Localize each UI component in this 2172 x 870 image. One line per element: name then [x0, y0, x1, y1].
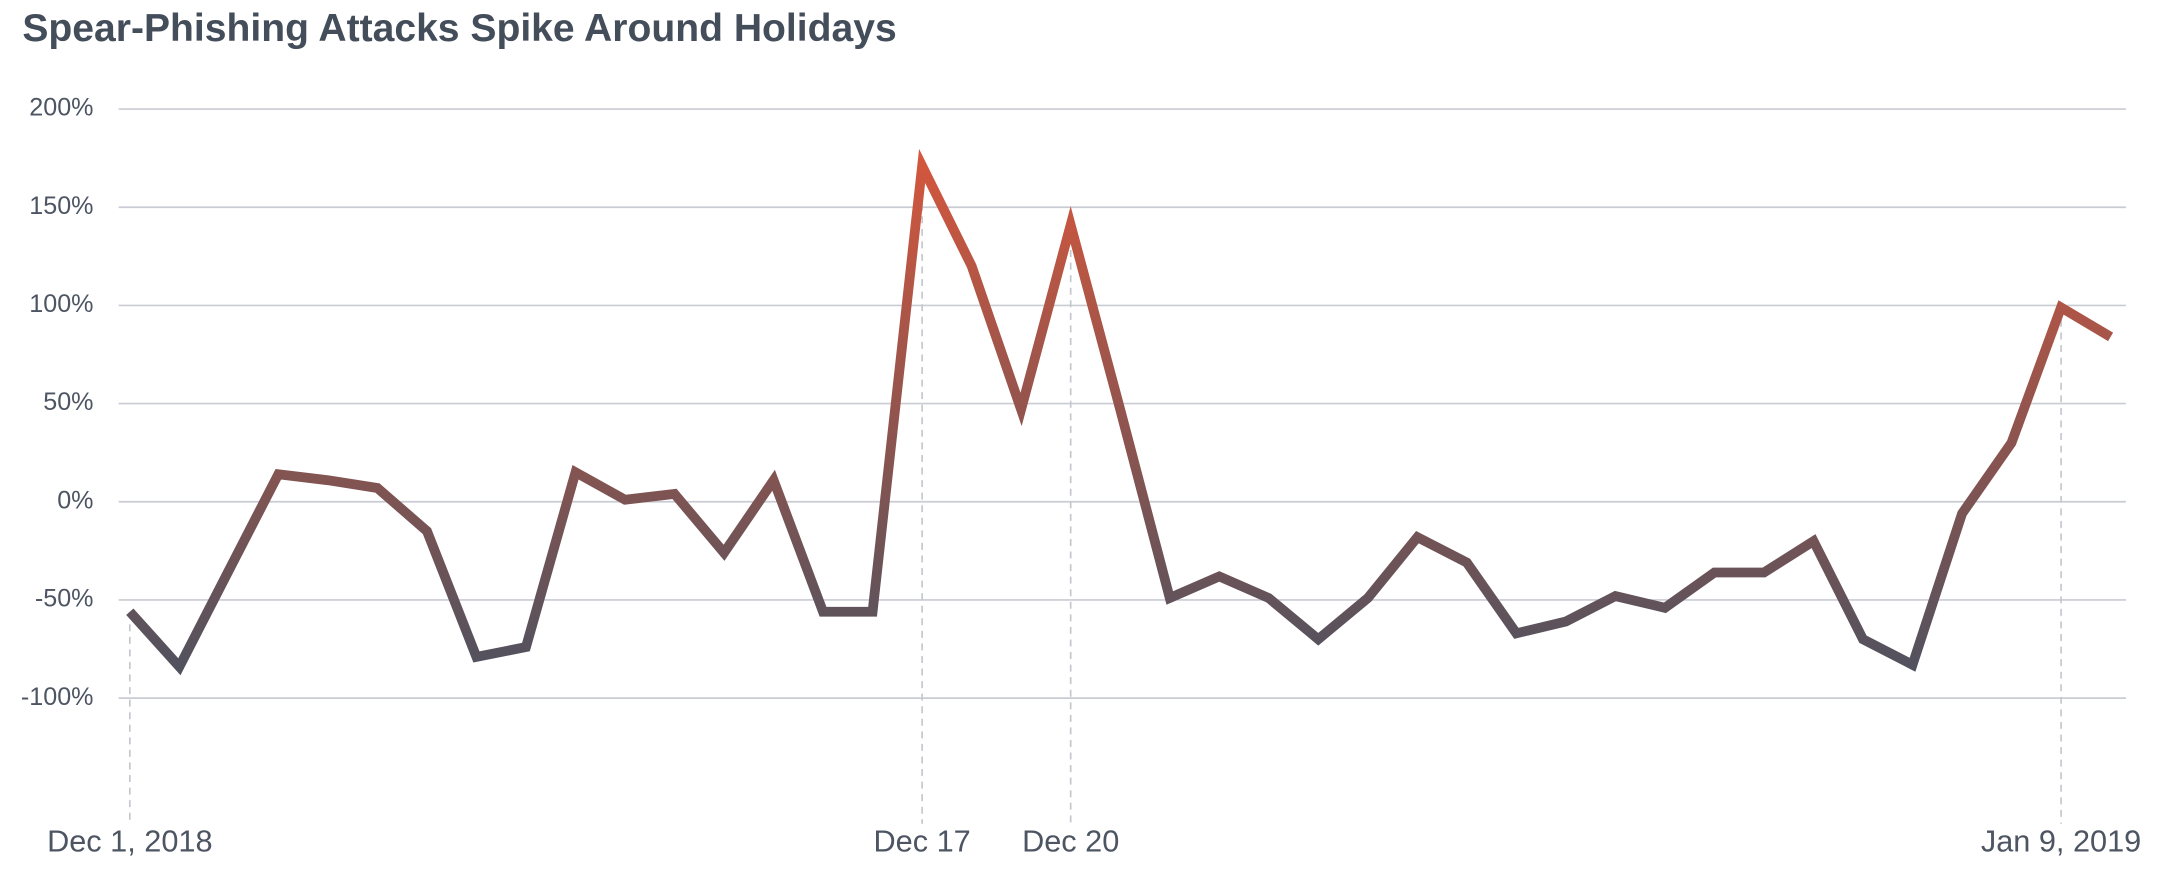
y-tick-label: 50% [43, 388, 93, 416]
y-tick-label: -50% [35, 585, 94, 613]
x-tick-label: Dec 1, 2018 [47, 823, 213, 858]
chart-title: Spear-Phishing Attacks Spike Around Holi… [22, 7, 896, 50]
x-tick-label: Jan 9, 2019 [1981, 823, 2141, 858]
y-tick-label: 150% [29, 192, 93, 220]
y-tick-label: 100% [29, 290, 93, 318]
y-tick-label: 0% [57, 486, 93, 514]
x-tick-label: Dec 20 [1022, 823, 1119, 858]
y-tick-label: -100% [21, 683, 94, 711]
y-tick-label: 200% [29, 94, 93, 122]
x-tick-label: Dec 17 [874, 823, 971, 858]
data-line [126, 148, 2114, 676]
